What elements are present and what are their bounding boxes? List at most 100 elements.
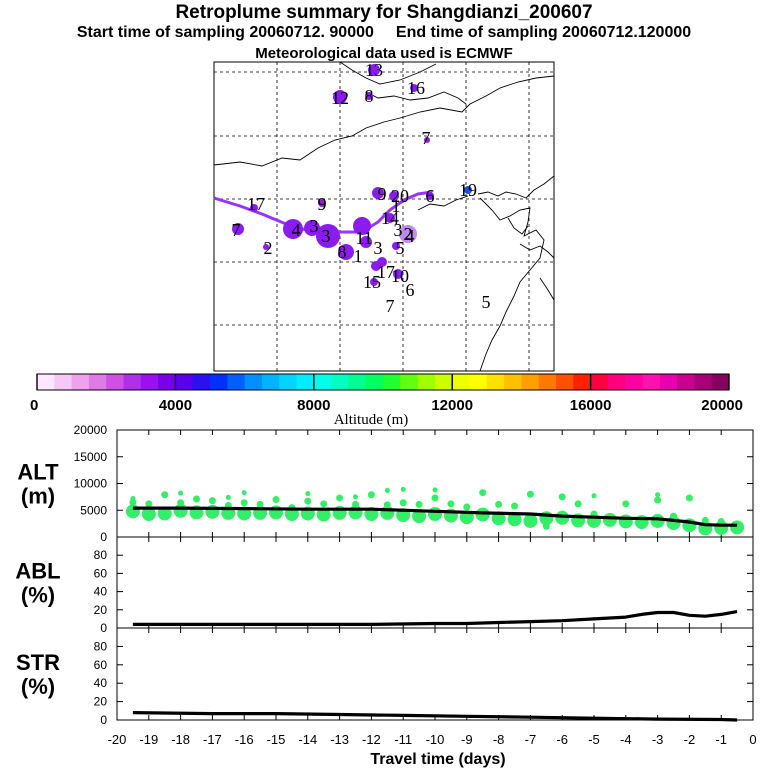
altitude-dot xyxy=(495,500,503,508)
x-axis-label: Travel time (days) xyxy=(370,751,505,768)
altitude-dot xyxy=(336,494,344,502)
plume-marker xyxy=(263,244,269,250)
x-axis: -20 -19 -18 -17 -16 -15 -14 -13 -12 -11 -10 -9 -8 -7-… xyxy=(108,732,757,747)
plume-marker xyxy=(232,223,244,235)
sampling-time-line: Start time of sampling 20060712. 90000 En… xyxy=(0,24,768,42)
plume-marker xyxy=(377,257,387,267)
trajectory-day-label: 12 xyxy=(331,88,349,108)
altitude-dot xyxy=(383,501,391,509)
trajectory-day-label: 7 xyxy=(422,128,431,148)
trajectory-day-label: 10 xyxy=(391,266,409,286)
altitude-dot xyxy=(316,507,331,522)
altitude-dot xyxy=(225,494,231,500)
end-time-label: End time of sampling 20060712.120000 xyxy=(395,24,692,41)
colorbar-cell xyxy=(71,374,90,390)
colorbar-cell xyxy=(469,374,488,390)
panel-frame xyxy=(116,627,754,721)
colorbar-cell xyxy=(556,374,574,390)
y-axis-label: (%) xyxy=(21,583,55,608)
altitude-dot xyxy=(384,487,390,493)
panels: 20000150001000050000ALT(m)806040200ABL(%… xyxy=(15,423,754,727)
altitude-dot xyxy=(431,494,439,502)
altitude-dot xyxy=(367,491,375,499)
altitude-dot xyxy=(511,502,518,510)
colorbar-cell xyxy=(296,374,315,390)
plume-marker xyxy=(372,187,384,199)
altitude-dot xyxy=(475,507,490,522)
plume-marker xyxy=(283,219,303,239)
colorbar-cell xyxy=(486,374,505,390)
colorbar-cell xyxy=(452,374,470,390)
x-tick-label: -1 xyxy=(715,732,727,747)
trajectory-day-label: 2 xyxy=(264,238,273,258)
colorbar-cell xyxy=(642,374,661,390)
colorbar-cell xyxy=(140,374,159,390)
y-axis-label: (%) xyxy=(21,674,55,699)
colorbar-cell xyxy=(434,374,453,390)
altitude-dot xyxy=(654,496,662,504)
coastline xyxy=(365,91,467,105)
coastline xyxy=(339,61,437,85)
colorbar xyxy=(36,373,730,391)
coastline xyxy=(213,75,555,167)
plume-marker xyxy=(410,84,418,92)
altitude-dot xyxy=(352,500,359,508)
plume-marker xyxy=(304,220,320,236)
altitude-dot xyxy=(320,500,328,508)
colorbar-cell xyxy=(365,374,384,390)
altitude-dot xyxy=(670,512,677,520)
plume-marker xyxy=(318,199,326,207)
altitude-dot xyxy=(432,487,438,493)
colorbar-cell xyxy=(54,374,72,390)
y-tick-label: 20 xyxy=(94,695,108,709)
colorbar-cell xyxy=(400,374,418,390)
trajectory-day-label: 6 xyxy=(406,280,415,300)
colorbar-cell xyxy=(261,374,280,390)
trajectory-day-label: 7 xyxy=(232,220,241,240)
y-tick-label: 15000 xyxy=(74,450,108,464)
colorbar-cell xyxy=(158,374,176,390)
x-tick-label: -18 xyxy=(171,732,190,747)
y-axis-label: (m) xyxy=(21,484,55,509)
colorbar-ticks: 0 4000 8000 12000 16000 20000 xyxy=(30,374,743,414)
panel-frame xyxy=(116,536,754,629)
plume-marker xyxy=(360,236,372,248)
colorbar-cell xyxy=(348,374,367,390)
x-tick-label: -13 xyxy=(330,732,349,747)
colorbar-cell xyxy=(521,374,540,390)
x-tick-label: -9 xyxy=(461,732,473,747)
altitude-dot xyxy=(240,499,248,507)
trajectory-day-label: 4 xyxy=(406,226,415,246)
y-tick-label: 80 xyxy=(94,639,108,653)
trajectory-day-label: 9 xyxy=(378,184,387,204)
trajectory-day-label: 3 xyxy=(310,216,319,236)
y-tick-label: 0 xyxy=(100,713,107,727)
altitude-dot xyxy=(523,513,538,528)
trajectory-day-label: 5 xyxy=(482,292,491,312)
plume-marker xyxy=(426,192,434,200)
colorbar-cell xyxy=(694,374,713,390)
y-axis-label: ALT xyxy=(17,460,59,485)
x-tick-label: -14 xyxy=(298,732,317,747)
series-line xyxy=(132,506,738,527)
altitude-dot xyxy=(161,491,169,499)
y-tick-label: 0 xyxy=(100,530,107,544)
trajectory-day-label: 9 xyxy=(318,194,327,214)
trajectory-day-label: 6 xyxy=(426,186,435,206)
x-tick-label: -2 xyxy=(684,732,696,747)
colorbar-cell xyxy=(538,374,557,390)
plume-marker xyxy=(424,137,430,143)
colorbar-cell xyxy=(625,374,643,390)
colorbar-cell xyxy=(192,374,211,390)
altitude-dot xyxy=(141,506,156,521)
colorbar-tick-label: 0 xyxy=(30,397,38,414)
altitude-dot xyxy=(157,506,172,521)
colorbar-cell xyxy=(244,374,263,390)
colorbar-cell xyxy=(313,374,332,390)
altitude-dot xyxy=(130,495,136,501)
trajectory-day-label: 16 xyxy=(407,78,425,98)
colorbar-cell xyxy=(227,374,245,390)
colorbar-cell xyxy=(175,374,194,390)
colorbar-tick-label: 20000 xyxy=(701,397,743,414)
map-markers xyxy=(213,64,472,286)
